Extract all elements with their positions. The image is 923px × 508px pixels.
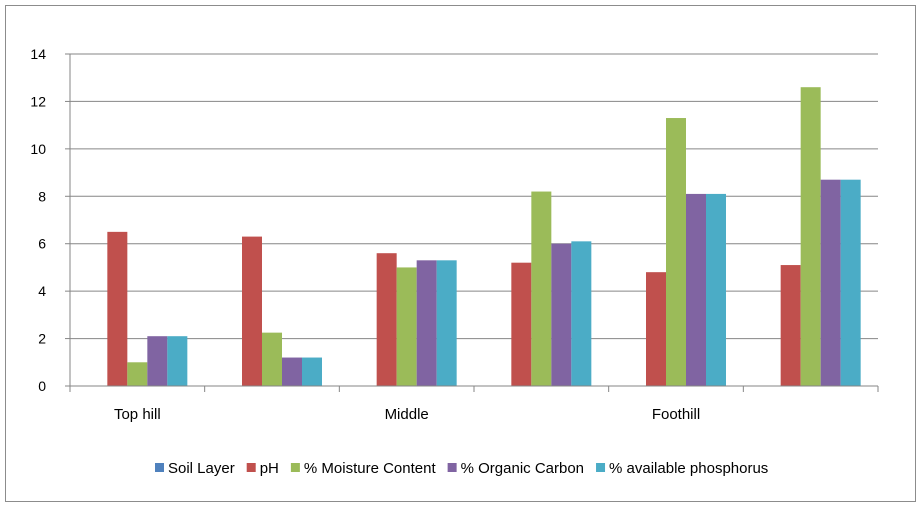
bar (646, 272, 666, 386)
bar (127, 362, 148, 386)
legend-item: % Moisture Content (290, 460, 437, 477)
y-tick-label: 12 (30, 93, 46, 109)
y-tick-label: 8 (38, 188, 46, 204)
bars (107, 87, 861, 387)
legend: Soil Layer pH % Moisture Content % Organic … (155, 460, 768, 477)
bar (242, 236, 262, 386)
gridlines (70, 53, 878, 340)
bar (262, 332, 282, 386)
bar (282, 357, 302, 386)
legend-label: Soil Layer (168, 460, 235, 477)
legend-swatch (596, 463, 606, 472)
y-tick-label: 14 (30, 46, 46, 62)
bar (571, 241, 592, 386)
bar (666, 118, 686, 387)
axes (69, 54, 879, 392)
chart-frame (5, 5, 916, 502)
bar (511, 262, 532, 386)
x-category-label: Foothill (652, 406, 700, 423)
bar (706, 193, 726, 386)
y-tick-label: 6 (38, 236, 46, 252)
y-tick-label: 2 (38, 331, 46, 347)
legend-label: pH (260, 460, 279, 477)
y-tick-label: 0 (38, 378, 46, 394)
bar (686, 193, 706, 386)
bar (840, 179, 861, 386)
bar (107, 231, 128, 386)
bar (551, 243, 572, 386)
x-category-label: Middle (385, 406, 429, 423)
legend-item: pH (246, 460, 279, 477)
bar (800, 87, 821, 386)
bar (820, 179, 841, 386)
legend-item: % Organic Carbon (447, 460, 584, 477)
bar (780, 265, 801, 386)
x-category-label: Top hill (114, 406, 161, 423)
y-tick-label: 10 (30, 141, 46, 157)
bar (147, 336, 168, 386)
bar (376, 253, 397, 386)
bar (167, 336, 188, 386)
bar (436, 260, 457, 386)
bar (416, 260, 437, 386)
legend-swatch (290, 463, 300, 472)
legend-swatch (246, 463, 256, 472)
y-axis-ticks: 0 2 4 6 8 10 12 14 (30, 46, 70, 394)
legend-label: % available phosphorus (609, 460, 768, 477)
legend-item: % available phosphorus (596, 460, 768, 477)
x-axis-labels: Top hill Middle Foothill (114, 406, 700, 423)
legend-label: % Organic Carbon (461, 460, 584, 477)
y-tick-label: 4 (38, 283, 46, 299)
bar (531, 191, 552, 386)
legend-label: % Moisture Content (304, 460, 437, 477)
bar (396, 267, 417, 386)
legend-swatch (155, 463, 164, 472)
bar (302, 357, 322, 386)
legend-items: Soil Layer pH % Moisture Content % Organic … (155, 460, 768, 477)
legend-item: Soil Layer (155, 460, 235, 477)
legend-swatch (447, 463, 457, 472)
